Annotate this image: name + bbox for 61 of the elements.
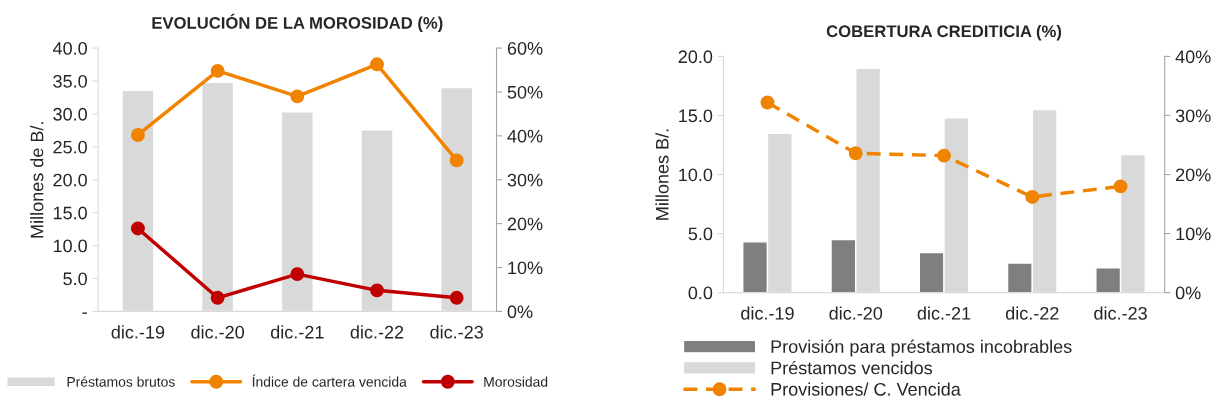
legend-label: Índice de cartera vencida	[252, 374, 407, 387]
x-tick-label: dic.-20	[191, 325, 245, 339]
point	[937, 148, 951, 163]
y2-tick-label: 40%	[1175, 50, 1211, 64]
chart-title: EVOLUCIÓN DE LA MOROSIDAD (%)	[152, 13, 443, 33]
legend-label: Provisiones/ C. Vencida	[771, 382, 961, 396]
y2-tick-label: 0%	[507, 305, 533, 319]
x-tick-label: dic.-21	[270, 325, 324, 339]
point	[370, 57, 384, 72]
x-tick-label: dic.-22	[1005, 306, 1059, 320]
point	[290, 267, 305, 282]
point	[449, 290, 464, 305]
y2-tick-label: 50%	[507, 85, 543, 99]
legend-label: Préstamos brutos	[67, 376, 175, 387]
y-tick-label: 35.0	[53, 74, 87, 88]
y-tick-label: 5.0	[63, 272, 87, 286]
y-tick-label: 25.0	[53, 140, 87, 154]
y-tick-label: 15.0	[53, 206, 87, 220]
y-tick-label: 10.0	[53, 239, 87, 253]
x-tick-label: dic.-23	[1094, 306, 1147, 320]
point	[1025, 190, 1040, 204]
point	[130, 128, 145, 142]
x-tick-label: dic.-22	[350, 325, 404, 339]
y-tick-label: 10.0	[679, 168, 713, 182]
x-tick-label: dic.-19	[111, 325, 165, 339]
y2-tick-label: 60%	[507, 42, 543, 55]
y-tick-label: 5.0	[688, 227, 713, 241]
point	[210, 63, 225, 78]
y-tick-label: 0.0	[688, 286, 713, 300]
y-tick-label: 30.0	[53, 107, 87, 121]
y2-tick-label: 30%	[1175, 109, 1211, 123]
point	[370, 283, 384, 298]
legend-label: Préstamos vencidos	[771, 360, 933, 375]
point	[290, 89, 305, 104]
chart-title: COBERTURA CREDITICIA (%)	[826, 24, 1062, 41]
point	[760, 95, 775, 110]
x-tick-label: dic.-20	[829, 306, 883, 320]
y-tick-label: 20.0	[678, 50, 713, 64]
x-tick-label: dic.-19	[741, 306, 794, 320]
y-tick-label: 40.0	[52, 42, 87, 55]
point	[1113, 179, 1128, 194]
y2-tick-label: 30%	[507, 173, 543, 187]
legend-label: Provisión para préstamos incobrables	[771, 339, 1072, 357]
point	[210, 290, 225, 305]
y-tick-label: 20.0	[53, 173, 87, 187]
y-axis-title: Millones B/.	[655, 129, 669, 220]
y-tick-label: -	[82, 312, 87, 314]
y2-tick-label: 40%	[507, 129, 543, 143]
y-axis-title: Millones de B/.	[30, 122, 44, 238]
y2-tick-label: 20%	[507, 217, 543, 231]
point	[848, 146, 863, 161]
point	[449, 153, 464, 168]
legend-label: Morosidad	[484, 376, 548, 387]
y2-tick-label: 10%	[508, 261, 543, 275]
point	[130, 221, 145, 236]
y-tick-label: 15.0	[679, 109, 713, 123]
x-tick-label: dic.-23	[430, 325, 483, 339]
y2-tick-label: 10%	[1176, 227, 1211, 241]
y2-tick-label: 0%	[1175, 286, 1201, 300]
y2-tick-label: 20%	[1176, 168, 1211, 182]
x-tick-label: dic.-21	[917, 306, 971, 320]
